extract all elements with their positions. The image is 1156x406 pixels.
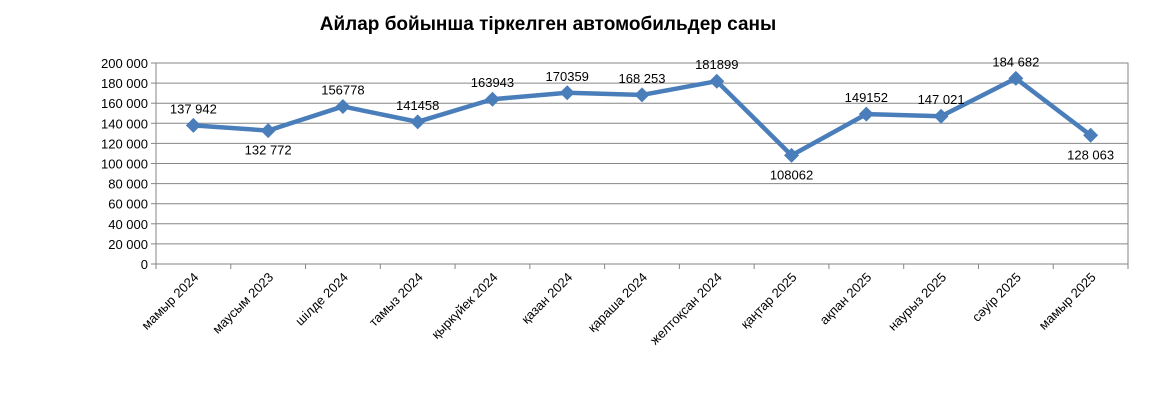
data-label: 147 021	[918, 92, 965, 107]
x-tick-label: желтоқсан 2024	[647, 270, 725, 348]
data-point-marker	[634, 87, 650, 103]
gridlines	[151, 62, 1129, 269]
data-point-marker	[260, 123, 276, 139]
x-tick-label: ақпан 2025	[817, 270, 875, 328]
y-tick-label: 0	[141, 257, 148, 272]
data-label: 128 063	[1067, 147, 1114, 162]
data-point-marker	[335, 98, 351, 114]
data-point-marker	[484, 91, 500, 107]
data-label: 141458	[396, 98, 439, 113]
x-tick-label: сәуір 2025	[969, 270, 1024, 325]
chart-title: Айлар бойынша тіркелген автомобильдер са…	[319, 14, 777, 35]
data-label: 137 942	[170, 101, 217, 116]
data-point-marker	[1008, 70, 1024, 86]
y-tick-label: 120 000	[101, 136, 148, 151]
y-tick-label: 140 000	[101, 116, 148, 131]
data-labels: 137 942 132 772 156778 141458 163943 170359 16…	[170, 54, 1114, 182]
y-tick-label: 160 000	[101, 96, 148, 111]
x-tick-label: тамыз 2024	[366, 270, 426, 330]
x-tick-label: наурыз 2025	[885, 270, 949, 334]
data-point-marker	[784, 147, 800, 163]
data-label: 149152	[845, 90, 888, 105]
data-point-marker	[410, 114, 426, 130]
data-label: 184 682	[992, 54, 1039, 69]
data-label: 181899	[695, 57, 738, 72]
y-tick-label: 100 000	[101, 157, 148, 172]
data-label: 168 253	[619, 71, 666, 86]
data-point-marker	[559, 85, 575, 101]
data-label: 108062	[770, 167, 813, 182]
y-tick-label: 40 000	[108, 217, 148, 232]
y-axis-ticks: 0 20 000 40 000 60 000 80 000 100 000 120 000 1…	[101, 56, 148, 272]
y-tick-label: 80 000	[108, 177, 148, 192]
y-tick-label: 60 000	[108, 197, 148, 212]
data-label: 156778	[321, 82, 364, 97]
x-tick-label: қазан 2024	[518, 270, 575, 327]
data-point-marker	[1083, 127, 1099, 143]
x-tick-label: маусым 2023	[209, 270, 276, 337]
data-point-marker	[858, 106, 874, 122]
x-tick-label: қыркүйек 2024	[428, 270, 500, 342]
data-label: 163943	[471, 75, 514, 90]
y-tick-label: 20 000	[108, 237, 148, 252]
data-point-marker	[185, 117, 201, 133]
x-tick-label: қараша 2024	[585, 270, 650, 335]
data-point-marker	[709, 73, 725, 89]
data-label: 132 772	[245, 143, 292, 158]
y-tick-label: 180 000	[101, 76, 148, 91]
x-axis-ticks: мамыр 2024 маусым 2023 шілде 2024 тамыз 202…	[138, 270, 1098, 348]
data-point-marker	[933, 108, 949, 124]
series-group	[185, 70, 1099, 163]
data-label: 170359	[546, 69, 589, 84]
x-tick-label: қаңтар 2025	[738, 270, 800, 332]
y-tick-label: 200 000	[101, 56, 148, 71]
x-tick-label: мамыр 2025	[1036, 270, 1099, 333]
x-tick-label: мамыр 2024	[138, 270, 201, 333]
x-tick-label: шілде 2024	[292, 270, 351, 329]
